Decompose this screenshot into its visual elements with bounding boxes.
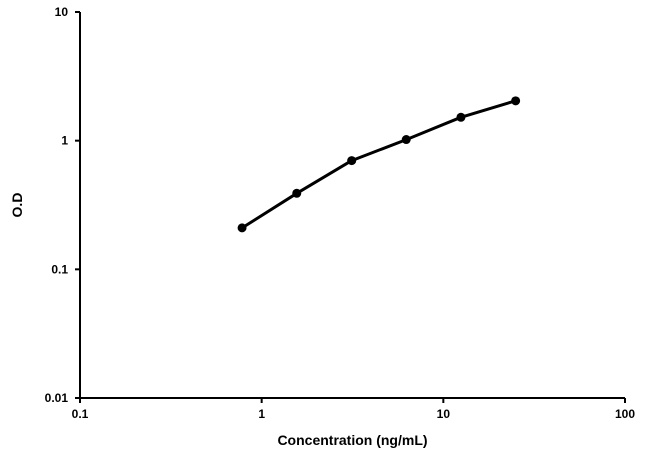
x-axis-ticks: 0.1 1 10 100 bbox=[72, 398, 635, 421]
x-tick-label: 100 bbox=[615, 407, 635, 421]
y-tick-label: 1 bbox=[61, 134, 68, 148]
y-axis-ticks: 0.01 0.1 1 10 bbox=[45, 5, 80, 405]
data-point bbox=[401, 135, 411, 145]
y-tick-label: 0.1 bbox=[51, 262, 68, 276]
y-axis-title: O.D bbox=[9, 193, 25, 218]
x-tick-label: 1 bbox=[258, 407, 265, 421]
y-tick-label: 10 bbox=[55, 5, 69, 19]
x-axis-title: Concentration (ng/mL) bbox=[277, 432, 427, 448]
data-point bbox=[511, 96, 521, 106]
data-point bbox=[237, 223, 247, 233]
y-tick-label: 0.01 bbox=[45, 391, 69, 405]
x-tick-label: 10 bbox=[437, 407, 451, 421]
data-point bbox=[347, 156, 357, 166]
data-point bbox=[292, 188, 302, 198]
x-tick-label: 0.1 bbox=[72, 407, 89, 421]
series-line bbox=[240, 99, 518, 230]
series-group bbox=[237, 96, 521, 233]
data-point bbox=[456, 112, 466, 122]
